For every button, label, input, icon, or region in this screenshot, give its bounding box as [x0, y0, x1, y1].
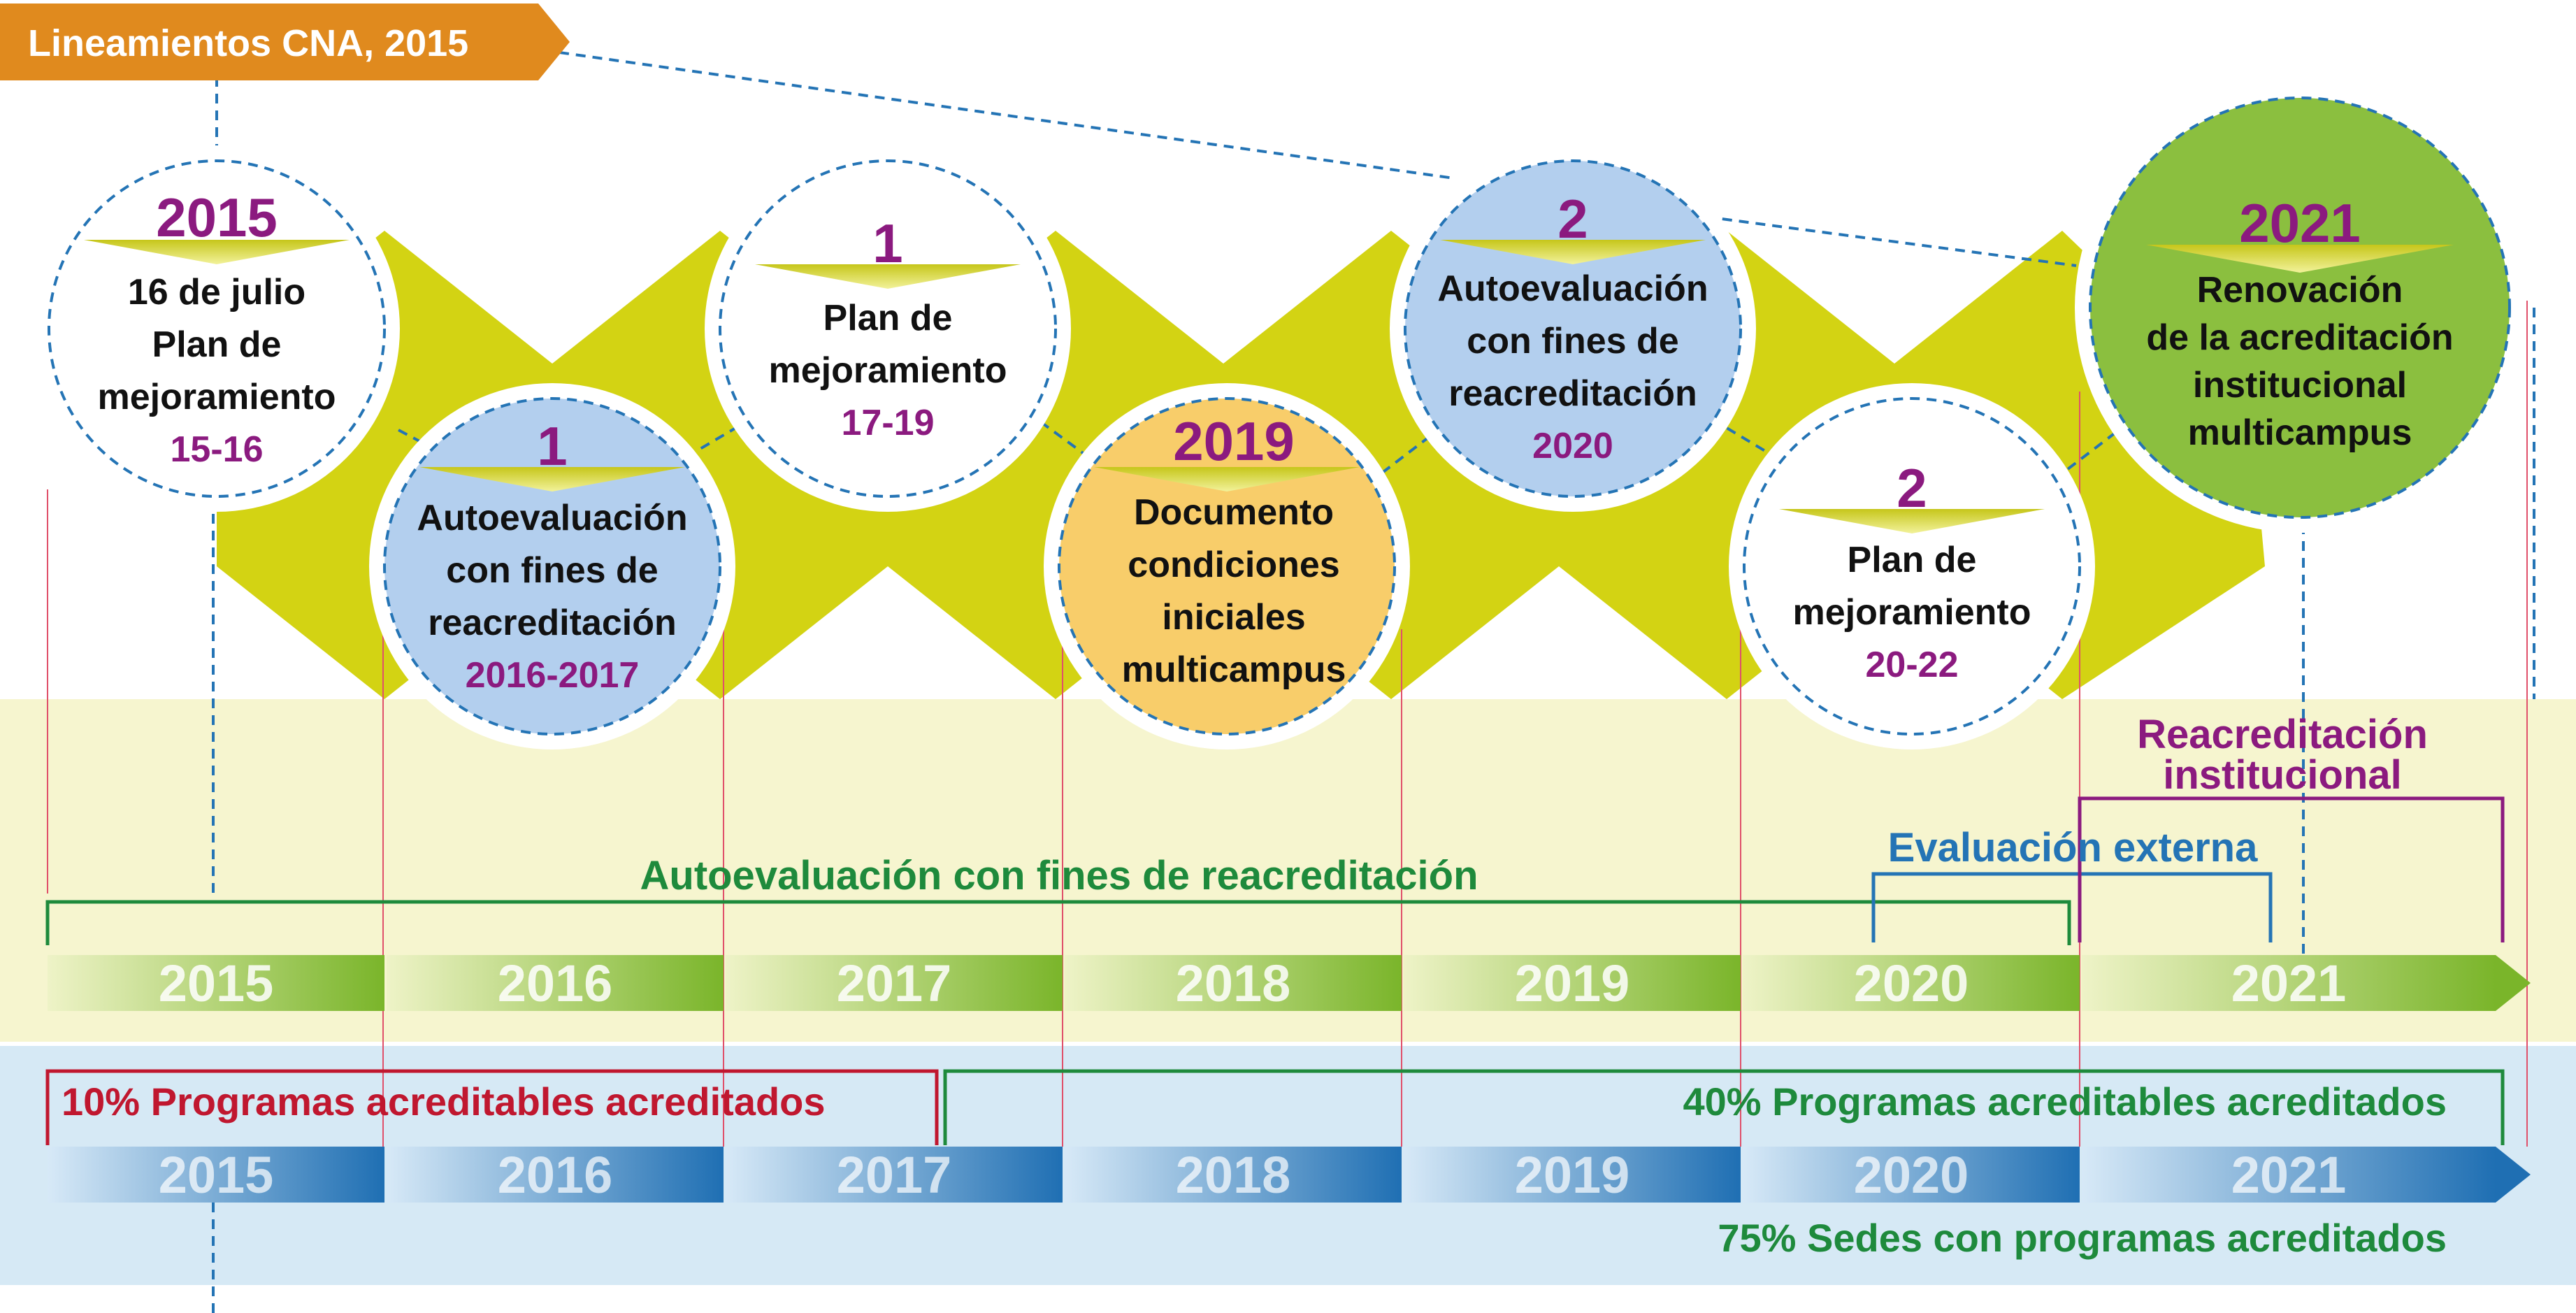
- circle-2-number: 1: [537, 415, 567, 477]
- reacreditacion-line-1: Reacreditación: [2137, 712, 2428, 757]
- circle-6-line-2: mejoramiento: [1793, 592, 2031, 633]
- circle-6-range: 20-22: [1866, 645, 1959, 685]
- evaluacion-externa-label: Evaluación externa: [1888, 825, 2258, 870]
- blue-year-2016: 2016: [498, 1146, 613, 1204]
- green-timeline: [48, 955, 2531, 1011]
- circle-7-line-1: Renovación: [2197, 270, 2403, 310]
- circle-6-number: 2: [1897, 457, 1927, 519]
- blue-year-2018: 2018: [1176, 1146, 1291, 1204]
- circle-6-line-1: Plan de: [1848, 540, 1977, 580]
- autoevaluacion-bracket: [45, 900, 2071, 945]
- green-year-2019: 2019: [1515, 954, 1630, 1012]
- green-year-2021: 2021: [2231, 954, 2347, 1012]
- vertical-guides: [47, 301, 2528, 1147]
- circle-2-line-1: Autoevaluación: [417, 498, 687, 538]
- circle-3-line-1: Plan de: [823, 298, 953, 338]
- reacreditacion-bracket: [2078, 796, 2505, 942]
- reacreditacion-line-2: institucional: [2163, 752, 2402, 798]
- autoevaluacion-label: Autoevaluación con fines de reacreditaci…: [640, 853, 1478, 898]
- circle-plan-1: [705, 145, 1071, 512]
- circle-1-line-2: Plan de: [152, 324, 282, 365]
- circle-2-range: 2016-2017: [466, 655, 640, 696]
- phase-brackets: [45, 796, 2505, 1145]
- circle-7-line-2: de la acreditación: [2146, 317, 2453, 358]
- header-title: Lineamientos CNA, 2015: [28, 22, 468, 64]
- circle-3-line-2: mejoramiento: [769, 350, 1007, 391]
- circle-2015: [34, 145, 400, 512]
- programas-40-label: 40% Programas acreditables acreditados: [1683, 1079, 2447, 1124]
- green-year-2020: 2020: [1854, 954, 1969, 1012]
- blue-year-2015: 2015: [159, 1146, 274, 1204]
- blue-year-2020: 2020: [1854, 1146, 1969, 1204]
- circle-4-line-3: iniciales: [1162, 597, 1305, 638]
- blue-year-2019: 2019: [1515, 1146, 1630, 1204]
- evaluacion-externa-bracket: [1871, 872, 2273, 942]
- programas-10-bracket: [45, 1069, 939, 1145]
- circle-4-line-2: condiciones: [1128, 545, 1339, 585]
- circle-7-year: 2021: [2239, 192, 2361, 254]
- green-year-2016: 2016: [498, 954, 613, 1012]
- circle-5-range: 2020: [1532, 426, 1613, 466]
- circle-texts: 2015 16 de julio Plan de mejoramiento 15…: [98, 187, 2454, 696]
- green-year-2017: 2017: [837, 954, 952, 1012]
- circle-4-year: 2019: [1173, 410, 1295, 472]
- circle-5-line-3: reacreditación: [1448, 373, 1697, 414]
- circle-1-line-1: 16 de julio: [128, 272, 305, 313]
- blue-timeline-years: 2015 2016 2017 2018 2019 2020 2021: [159, 1146, 2347, 1204]
- bracket-labels: Reacreditación institucional Evaluación …: [62, 712, 2447, 1260]
- circle-1-line-3: mejoramiento: [98, 377, 336, 417]
- circle-1-range: 15-16: [171, 429, 264, 470]
- programas-40-bracket: [943, 1069, 2505, 1145]
- circle-5-line-2: con fines de: [1467, 321, 1678, 361]
- circle-5-number: 2: [1557, 188, 1588, 250]
- marker-triangles: [84, 240, 2454, 533]
- blue-year-2021: 2021: [2231, 1146, 2347, 1204]
- circle-7-line-4: multicampus: [2188, 412, 2412, 453]
- blue-year-2017: 2017: [837, 1146, 952, 1204]
- green-year-2018: 2018: [1176, 954, 1291, 1012]
- sedes-75-label: 75% Sedes con programas acreditados: [1718, 1216, 2447, 1260]
- circle-5-line-1: Autoevaluación: [1437, 268, 1708, 309]
- circle-4-line-1: Documento: [1134, 492, 1334, 533]
- blue-timeline: [48, 1147, 2531, 1203]
- circle-1-year: 2015: [156, 187, 278, 248]
- header-tag: Lineamientos CNA, 2015: [0, 3, 570, 80]
- circle-3-range: 17-19: [842, 403, 935, 443]
- programas-10-label: 10% Programas acreditables acreditados: [62, 1079, 826, 1124]
- milestone-circles: [34, 82, 2525, 749]
- circle-7-line-3: institucional: [2193, 365, 2407, 406]
- circle-plan-2: [1729, 383, 2095, 749]
- circle-2-line-2: con fines de: [446, 550, 658, 591]
- green-timeline-years: 2015 2016 2017 2018 2019 2020 2021: [159, 954, 2347, 1012]
- circle-2-line-3: reacreditación: [428, 603, 677, 643]
- circle-4-line-4: multicampus: [1122, 650, 1346, 690]
- green-year-2015: 2015: [159, 954, 274, 1012]
- circle-3-number: 1: [872, 213, 902, 274]
